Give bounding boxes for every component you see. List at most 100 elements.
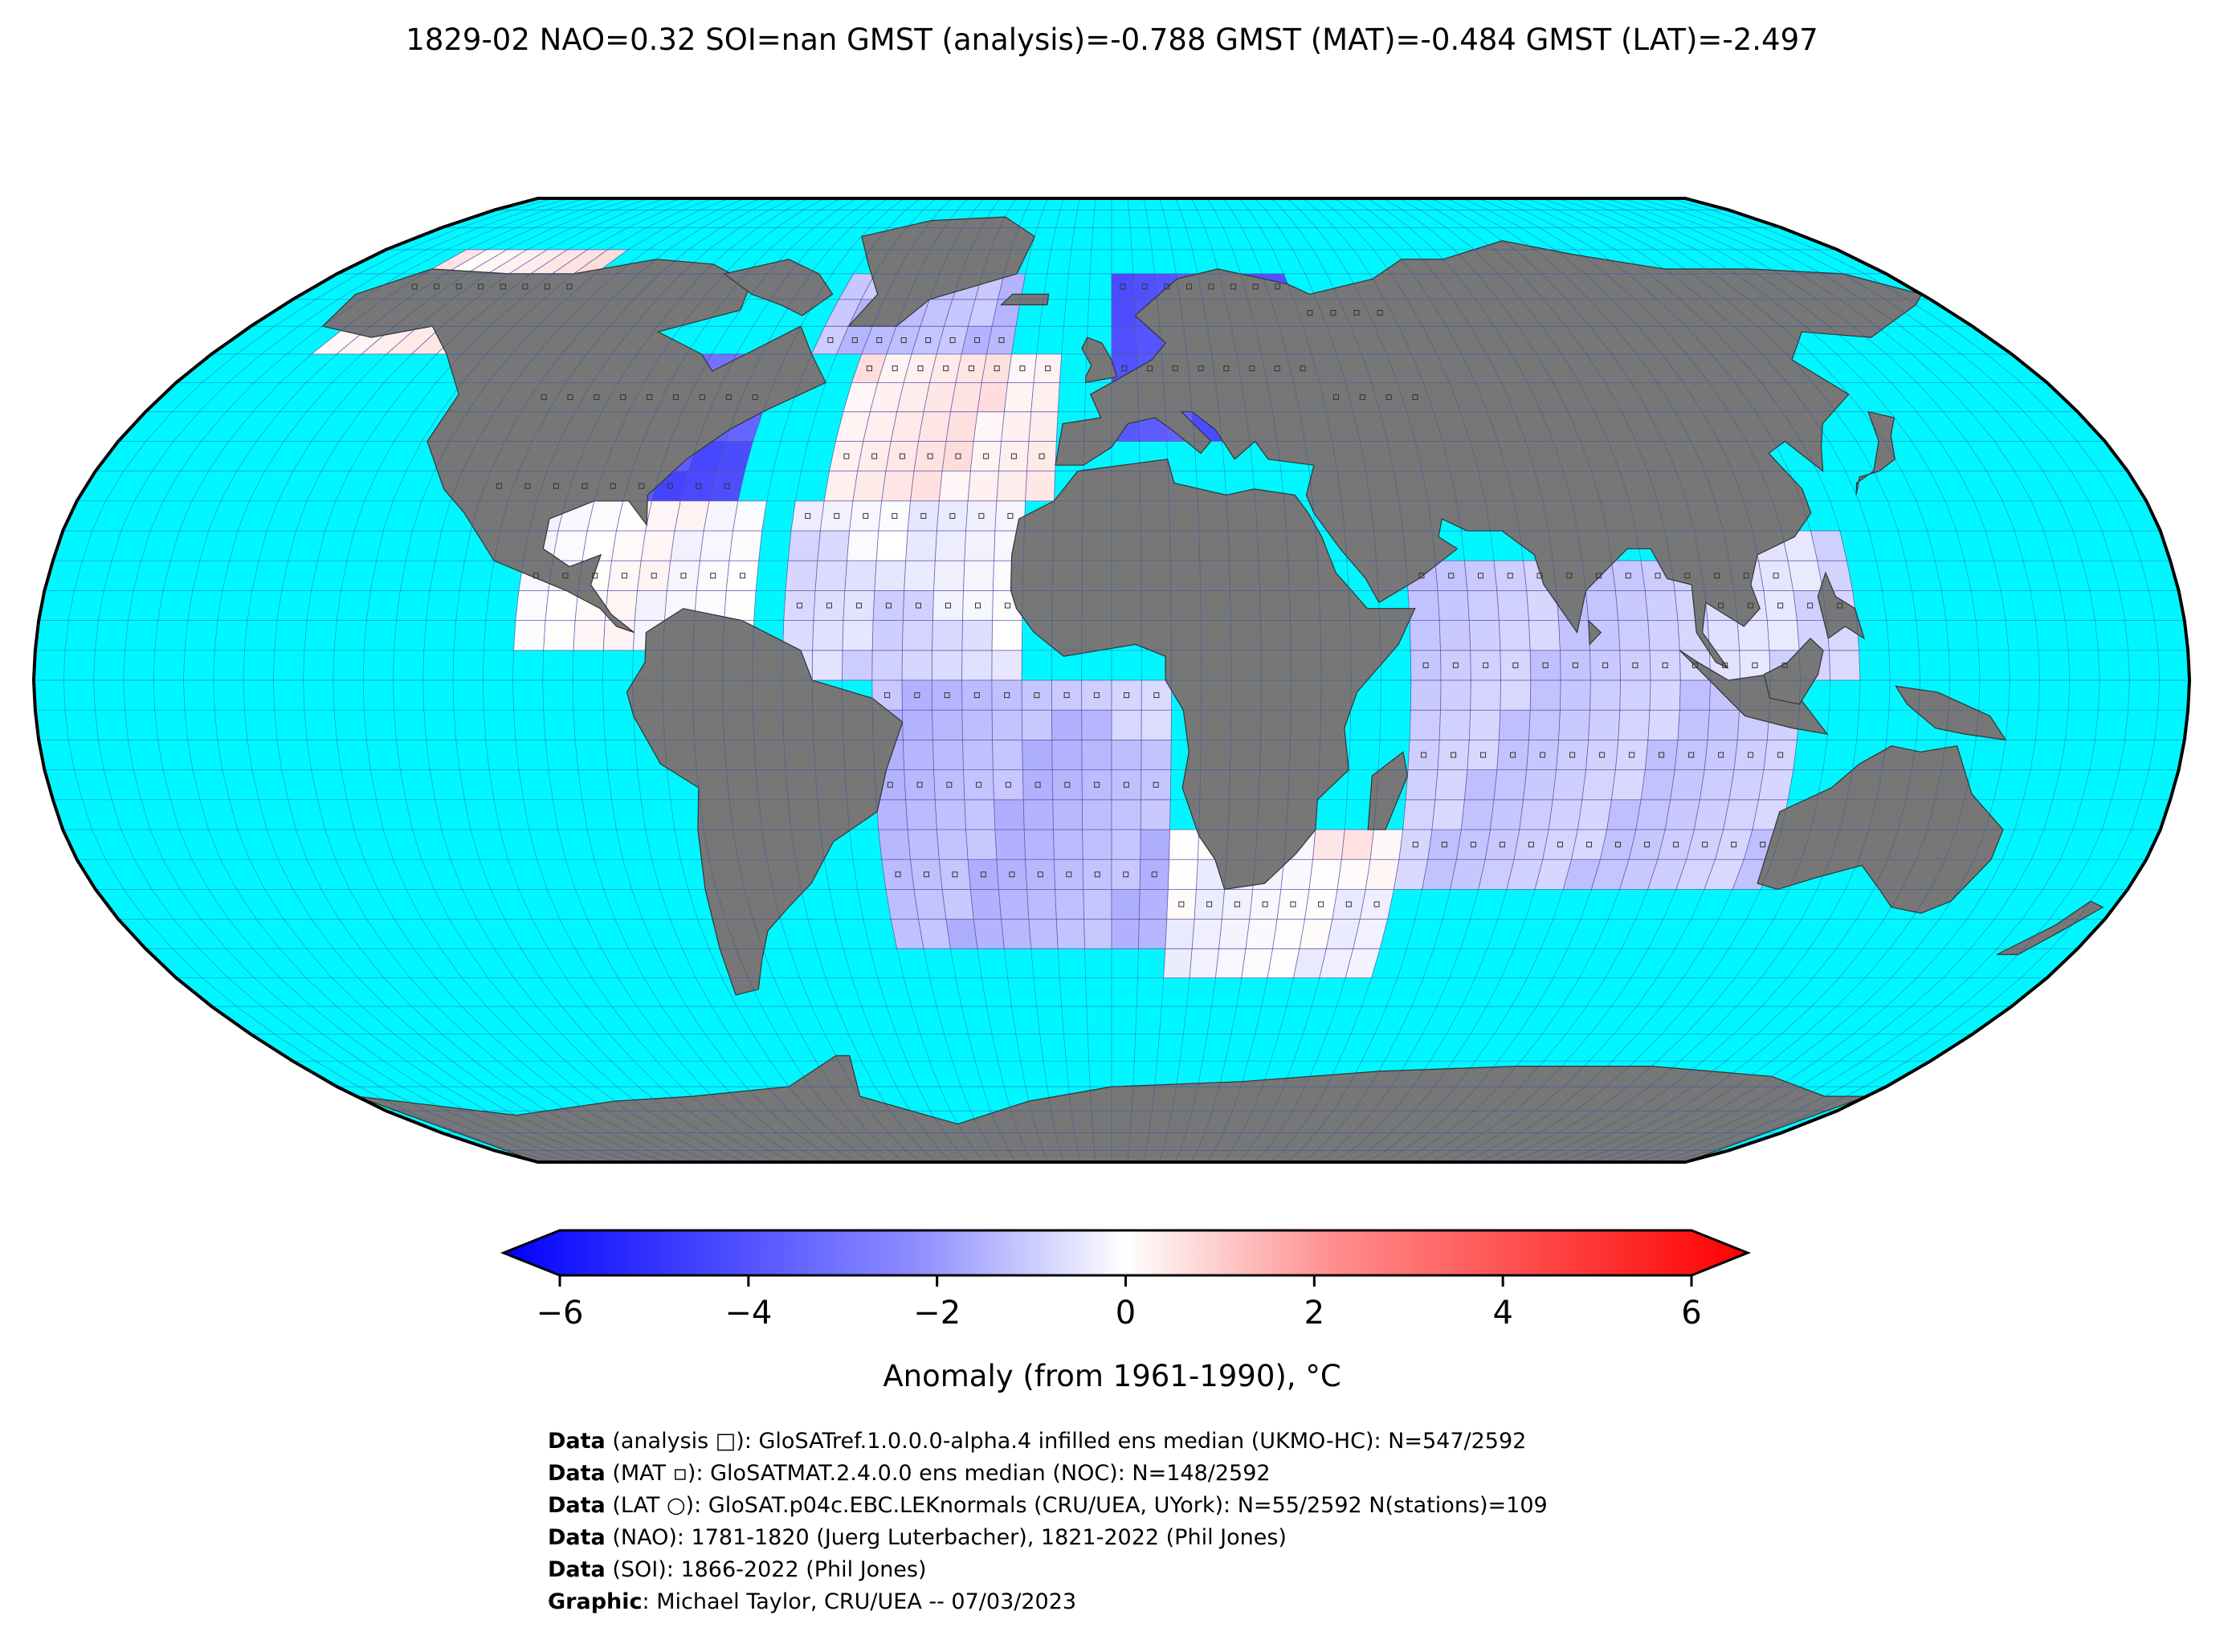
observation-marker <box>1063 692 1070 699</box>
anomaly-gridbox <box>1437 590 1470 621</box>
anomaly-gridbox <box>1022 769 1054 801</box>
anomaly-gridbox <box>1467 590 1500 621</box>
land-baffin-island <box>723 259 834 316</box>
anomaly-gridbox <box>1053 859 1084 890</box>
anomaly-gridbox <box>1025 859 1056 890</box>
anomaly-gridbox <box>1559 679 1591 711</box>
anomaly-gridbox <box>1051 769 1083 801</box>
anomaly-gridbox <box>1111 889 1141 920</box>
anomaly-gridbox <box>964 530 996 561</box>
observation-marker <box>826 602 832 609</box>
anomaly-gridbox <box>1140 799 1171 830</box>
observation-marker <box>1691 662 1698 668</box>
anomaly-gridbox <box>1758 769 1794 801</box>
observation-marker <box>949 337 956 344</box>
anomaly-gridbox <box>811 650 843 681</box>
anomaly-gridbox <box>844 560 877 591</box>
anomaly-gridbox <box>1649 650 1681 681</box>
observation-marker <box>1451 752 1457 758</box>
anomaly-gridbox <box>1276 889 1310 920</box>
anomaly-gridbox <box>907 829 940 860</box>
observation-marker <box>1330 310 1336 316</box>
anomaly-gridbox <box>1083 889 1112 920</box>
observation-marker <box>1093 692 1100 699</box>
observation-marker <box>843 453 850 459</box>
anomaly-gridbox <box>871 650 903 681</box>
anomaly-gridbox <box>1670 769 1705 801</box>
anomaly-gridbox <box>885 889 919 920</box>
colorbar-tick-label: 2 <box>1304 1295 1324 1332</box>
colorbar-tick-label: 4 <box>1492 1295 1512 1332</box>
observation-marker <box>1164 283 1170 290</box>
anomaly-gridbox <box>875 530 908 561</box>
observation-marker <box>863 512 869 519</box>
observation-marker <box>866 365 872 372</box>
anomaly-gridbox <box>1410 679 1442 711</box>
observation-marker <box>998 337 1005 344</box>
anomaly-gridbox <box>1493 769 1528 801</box>
anomaly-gridbox <box>1409 709 1441 740</box>
anomaly-gridbox <box>998 889 1030 920</box>
observation-marker <box>651 573 657 579</box>
anomaly-gridbox <box>932 740 964 770</box>
observation-marker <box>916 781 923 788</box>
credit-line-text: (NAO): 1781-1820 (Juerg Luterbacher), 18… <box>605 1525 1287 1550</box>
anomaly-gridbox <box>1440 679 1471 711</box>
anomaly-gridbox <box>1493 560 1528 591</box>
anomaly-gridbox <box>696 560 730 591</box>
observation-marker <box>455 283 462 290</box>
anomaly-gridbox <box>1427 829 1462 860</box>
observation-marker <box>1019 365 1026 372</box>
anomaly-gridbox <box>515 590 549 621</box>
anomaly-gridbox <box>823 471 859 502</box>
observation-marker <box>1632 662 1638 668</box>
observation-marker-layer <box>411 283 1843 908</box>
anomaly-gridbox <box>933 769 965 801</box>
observation-marker <box>1262 901 1268 908</box>
anomaly-gridbox <box>1111 740 1142 770</box>
observation-marker <box>1773 573 1779 579</box>
anomaly-gridbox <box>967 471 999 502</box>
anomaly-gridbox <box>905 530 937 561</box>
observation-marker <box>610 483 616 489</box>
anomaly-gridbox <box>1249 889 1282 920</box>
anomaly-gridbox <box>1523 769 1557 801</box>
observation-marker <box>1249 365 1255 372</box>
observation-marker <box>917 365 924 372</box>
anomaly-gridbox <box>703 500 739 532</box>
anomaly-gridbox <box>992 769 1024 801</box>
observation-marker <box>672 394 679 401</box>
observation-marker <box>1452 662 1459 668</box>
observation-marker <box>647 394 653 401</box>
observation-marker <box>949 512 956 519</box>
observation-marker <box>1318 901 1324 908</box>
anomaly-gridbox <box>1677 709 1710 740</box>
anomaly-gridbox <box>1468 620 1501 651</box>
anomaly-gridbox <box>814 560 847 591</box>
anomaly-gridbox <box>965 500 998 532</box>
anomaly-gridbox <box>1163 948 1193 978</box>
anomaly-gridbox <box>1559 650 1591 681</box>
anomaly-gridbox <box>1132 273 1158 300</box>
observation-marker <box>1572 662 1578 668</box>
observation-marker <box>1120 283 1126 290</box>
anomaly-gridbox <box>1455 829 1491 860</box>
anomaly-gridbox <box>932 620 963 651</box>
anomaly-gridbox <box>699 530 733 561</box>
anomaly-gridbox <box>1635 799 1671 830</box>
anomaly-gridbox <box>910 859 943 890</box>
observation-marker <box>544 283 550 290</box>
observation-marker <box>1208 283 1214 290</box>
anomaly-gridbox <box>1614 590 1649 621</box>
observation-marker <box>1644 842 1651 848</box>
observation-marker <box>1345 901 1352 908</box>
observation-marker <box>1153 692 1160 699</box>
anomaly-gridbox <box>872 590 905 621</box>
observation-marker <box>1005 781 1011 788</box>
observation-marker <box>871 453 878 459</box>
anomaly-gridbox <box>1707 709 1740 740</box>
anomaly-gridbox <box>871 620 904 651</box>
observation-marker <box>1659 752 1665 758</box>
anomaly-gridbox <box>1166 889 1197 920</box>
observation-marker <box>541 394 547 401</box>
